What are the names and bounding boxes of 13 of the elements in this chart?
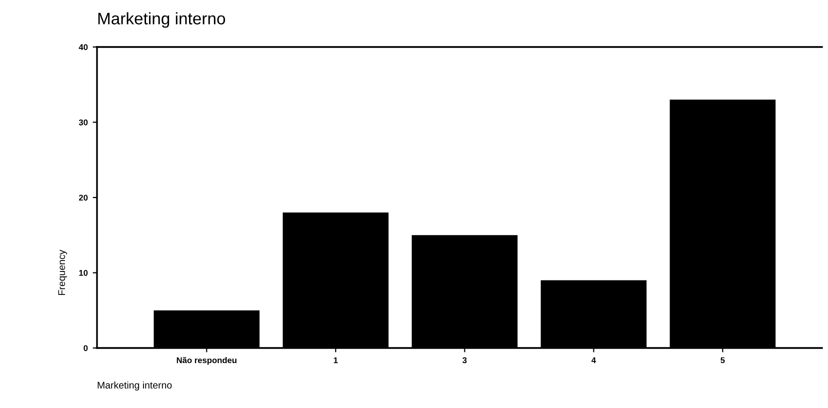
x-tick-label: 4 bbox=[591, 357, 596, 364]
y-axis-title: Frequency bbox=[58, 250, 67, 295]
y-tick-label: 30 bbox=[78, 119, 88, 126]
x-axis-title: Marketing interno bbox=[98, 381, 172, 391]
x-tick-label: 1 bbox=[334, 357, 338, 364]
x-tick-label: 5 bbox=[720, 357, 725, 364]
y-tick-label: 0 bbox=[84, 345, 88, 352]
chart-title: Marketing interno bbox=[98, 12, 226, 28]
y-tick-label: 10 bbox=[79, 270, 88, 276]
x-tick-label: Não respondeu bbox=[176, 357, 236, 365]
y-tick-label: 40 bbox=[78, 44, 88, 50]
y-tick-label: 20 bbox=[78, 194, 88, 201]
x-tick-label: 3 bbox=[462, 357, 467, 364]
